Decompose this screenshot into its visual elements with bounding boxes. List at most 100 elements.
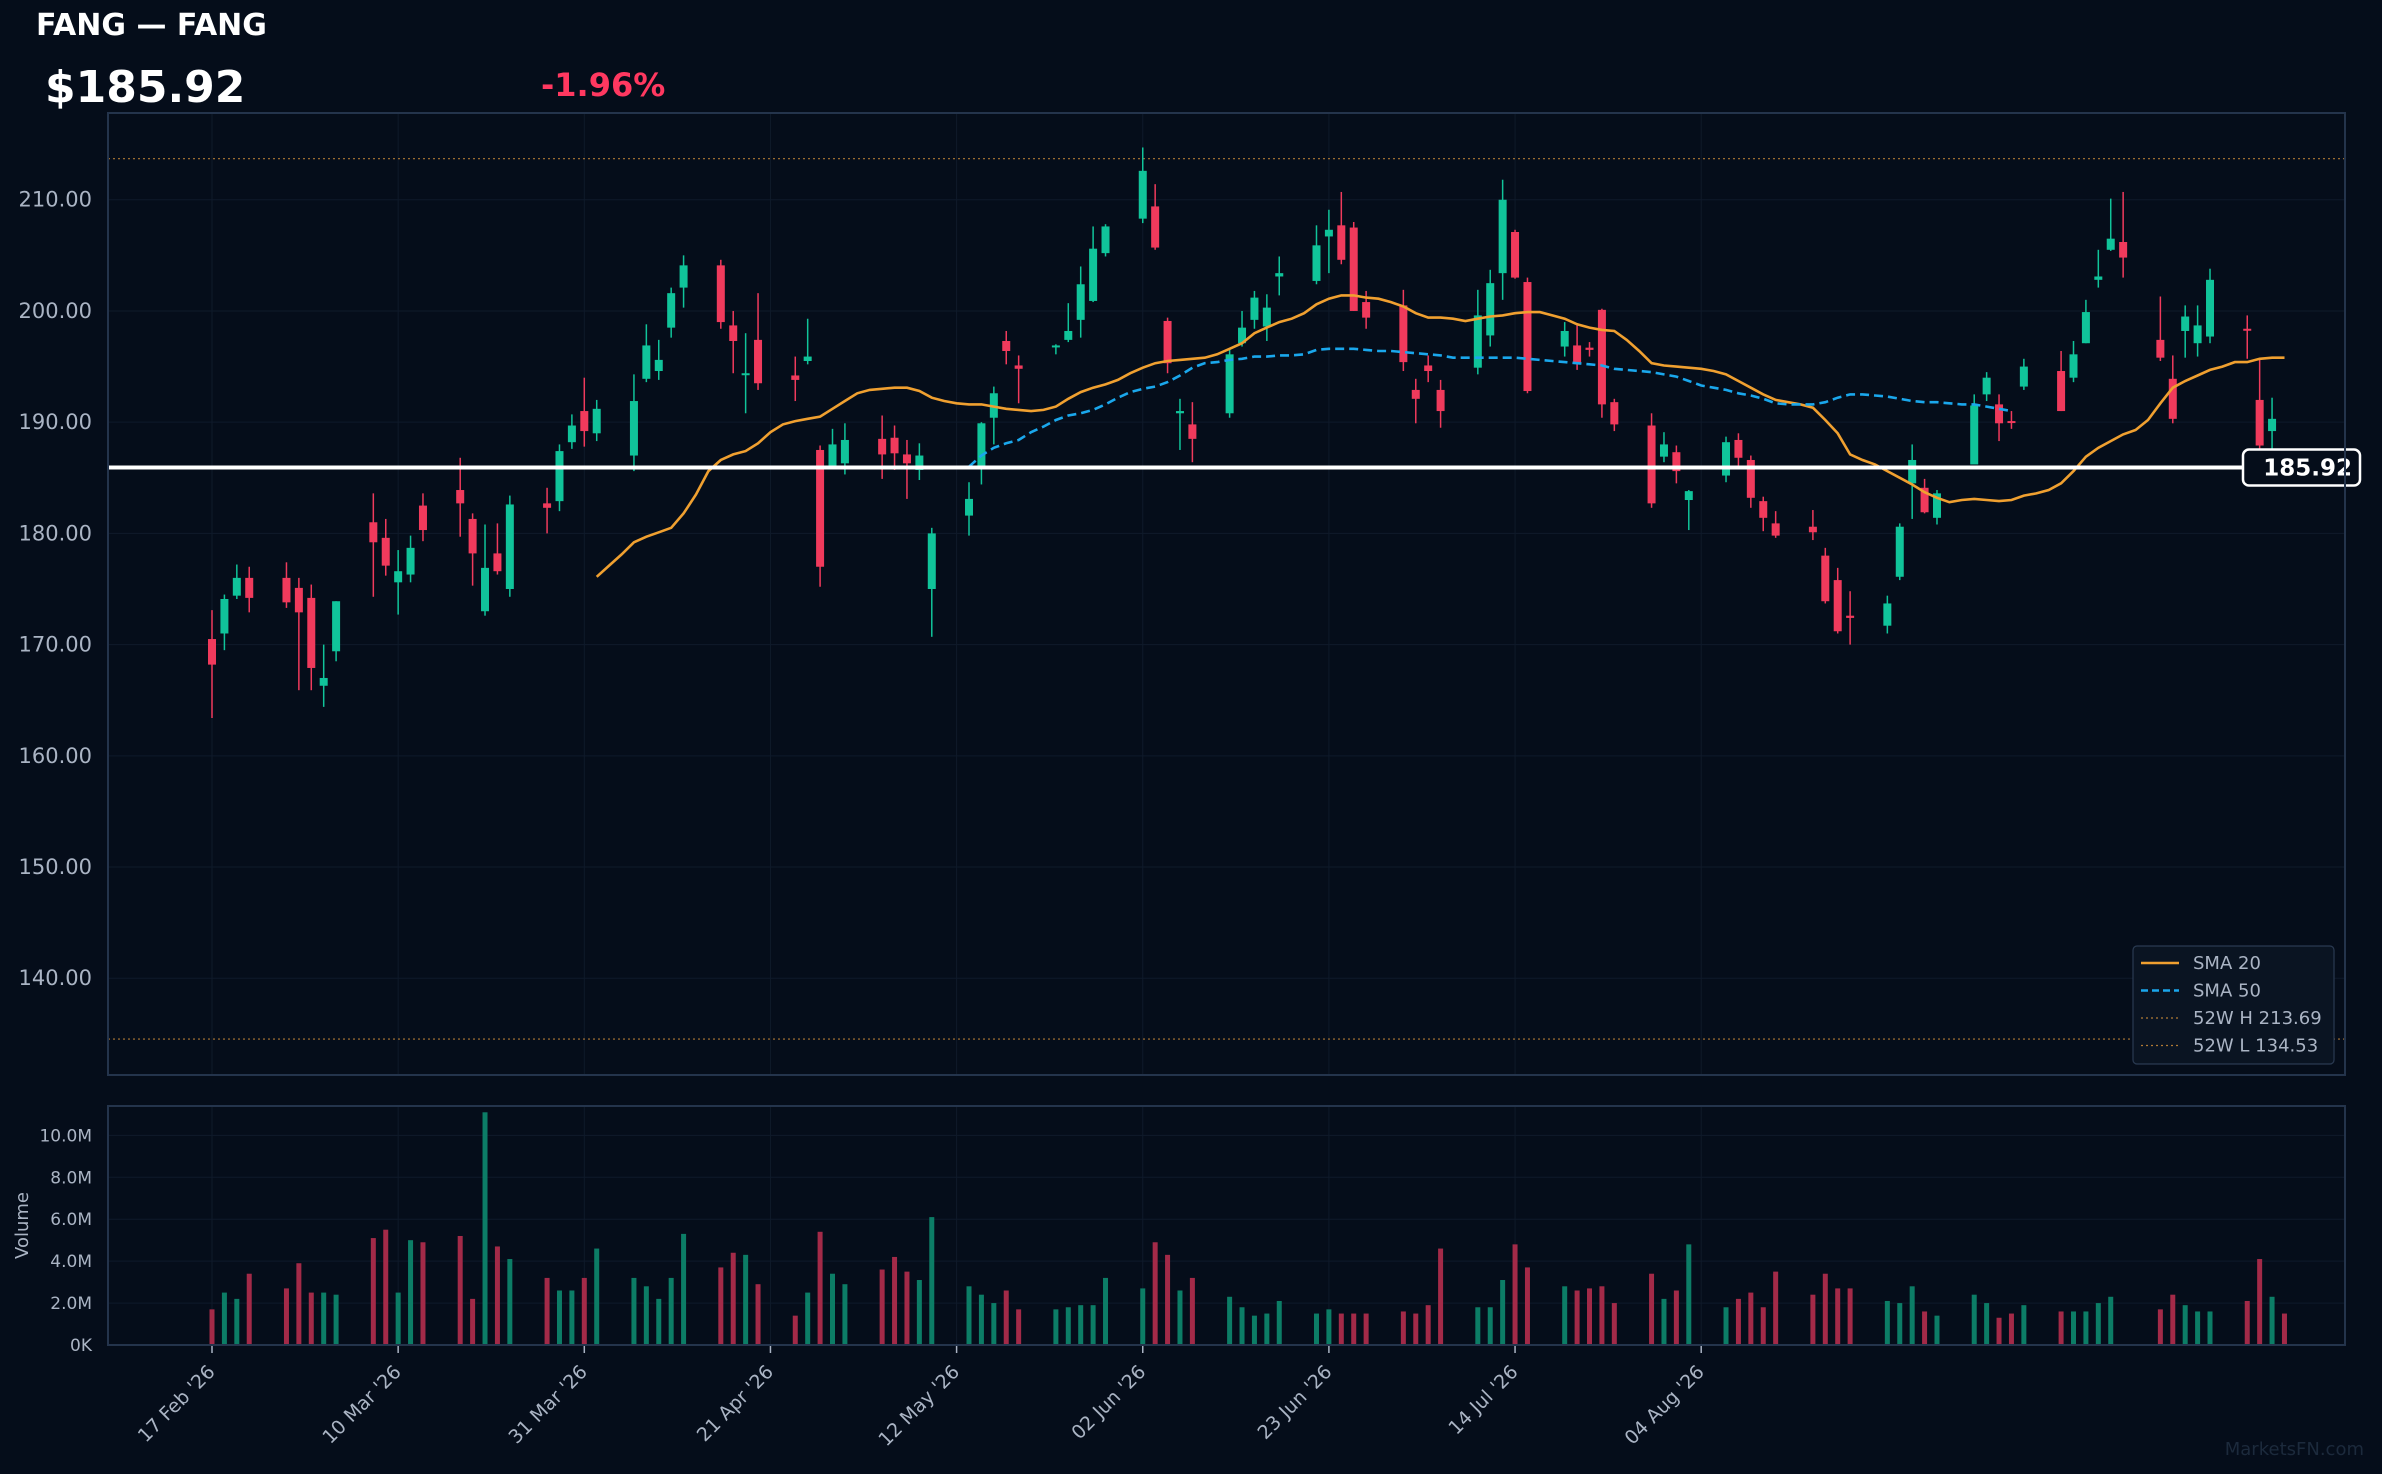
volume-bar	[1065, 1307, 1071, 1345]
candle-body	[1064, 330, 1073, 340]
volume-bar	[1313, 1313, 1319, 1345]
volume-bar	[221, 1292, 227, 1345]
volume-bar	[1673, 1290, 1679, 1345]
candle-body	[580, 411, 589, 432]
volume-bar	[1748, 1292, 1754, 1345]
price-axis: 140.00 150.00 160.00 170.00 180.00 190.00 200.…	[19, 188, 92, 990]
volume-bar	[1425, 1305, 1431, 1345]
x-tick-label: 10 Mar '26	[318, 1361, 405, 1448]
candle-body	[232, 577, 241, 596]
candle-body	[332, 601, 341, 652]
current-price: $185.92	[45, 62, 246, 113]
candle-body	[2255, 399, 2264, 446]
candle-body	[1399, 305, 1408, 363]
volume-bar	[755, 1284, 761, 1345]
volume-tick-label: 2.0M	[50, 1294, 92, 1314]
volume-bar	[246, 1273, 252, 1345]
volume-bar	[2269, 1296, 2275, 1345]
candle-body	[791, 375, 800, 380]
volume-bar	[978, 1294, 984, 1345]
volume-bar	[296, 1263, 302, 1345]
volume-bar	[1239, 1307, 1245, 1345]
volume-bar	[1177, 1290, 1183, 1345]
candle-body	[1175, 411, 1184, 414]
volume-bar	[2083, 1311, 2089, 1345]
candle-body	[567, 425, 576, 443]
volume-bar	[1996, 1317, 2002, 1345]
candle-body	[927, 533, 936, 589]
candle-body	[1771, 523, 1780, 536]
candle-body	[1225, 354, 1234, 414]
x-tick-label: 04 Aug '26	[1621, 1361, 1709, 1449]
candle-body	[1076, 284, 1085, 320]
candle-body	[803, 356, 812, 362]
volume-bar	[234, 1298, 240, 1345]
candle-body	[220, 599, 229, 634]
candle-body	[679, 265, 688, 288]
last-price-label: 185.92	[2263, 456, 2352, 482]
candle-body	[629, 401, 638, 456]
volume-bar	[507, 1259, 513, 1345]
legend-label: 52W L 134.53	[2193, 1036, 2318, 1057]
volume-bar	[1810, 1294, 1816, 1345]
candle-body	[1188, 424, 1197, 439]
candle-body	[1523, 282, 1532, 392]
volume-bar	[395, 1292, 401, 1345]
volume-bar	[792, 1315, 798, 1345]
candle-body	[1573, 345, 1582, 364]
volume-bar	[1152, 1242, 1158, 1345]
volume-bar	[879, 1269, 885, 1345]
volume-bar	[581, 1277, 587, 1345]
moving-averages	[595, 294, 2285, 578]
volume-tick-label: 0K	[70, 1336, 93, 1356]
volume-bar	[1400, 1311, 1406, 1345]
candle-body	[592, 408, 601, 434]
chart-legend: SMA 20 SMA 50 52W H 213.69 52W L 134.53	[2132, 945, 2335, 1065]
legend-box	[2132, 945, 2335, 1065]
candle-body	[468, 518, 477, 554]
candle-body	[1089, 248, 1098, 301]
volume-bar	[1884, 1300, 1890, 1345]
candle-body	[1808, 526, 1817, 533]
candle-body	[1560, 330, 1569, 347]
candle-body	[2019, 366, 2028, 387]
candle-body	[1424, 365, 1433, 372]
volume-bar	[1189, 1277, 1195, 1345]
volume-bar	[1822, 1273, 1828, 1345]
legend-label: SMA 20	[2193, 953, 2261, 974]
volume-bar	[1847, 1288, 1853, 1345]
volume-bar	[569, 1290, 575, 1345]
candle-body	[1238, 327, 1247, 344]
candle-body	[2168, 378, 2177, 419]
volume-bar	[1338, 1313, 1344, 1345]
price-change: -1.96%	[541, 66, 666, 104]
candle-body	[1486, 283, 1495, 336]
candle-body	[2057, 371, 2066, 412]
candle-body	[1647, 425, 1656, 504]
candle-body	[2106, 238, 2115, 250]
volume-bar	[1723, 1307, 1729, 1345]
candlesticks	[208, 147, 2289, 719]
candle-body	[394, 571, 403, 583]
volume-axis-label: Volume	[12, 1192, 33, 1259]
candle-body	[1597, 309, 1606, 405]
volume-bar	[1276, 1300, 1282, 1345]
candle-body	[282, 577, 291, 603]
volume-bar	[1251, 1315, 1257, 1345]
volume-bar	[1760, 1307, 1766, 1345]
volume-bar	[383, 1229, 389, 1345]
volume-bar	[929, 1217, 935, 1345]
candle-body	[493, 553, 502, 572]
volume-bar	[544, 1277, 550, 1345]
candle-body	[1051, 345, 1060, 348]
candle-body	[307, 597, 316, 668]
candle-body	[1349, 227, 1358, 311]
volume-bar	[2195, 1311, 2201, 1345]
x-tick-label: 31 Mar '26	[504, 1361, 591, 1448]
volume-bar	[1487, 1307, 1493, 1345]
y-tick-label: 200.00	[19, 299, 92, 323]
volume-bar	[2157, 1309, 2163, 1345]
x-tick-label: 23 Jun '26	[1253, 1361, 1336, 1444]
candle-body	[2069, 354, 2078, 378]
candle-body	[1821, 555, 1830, 602]
